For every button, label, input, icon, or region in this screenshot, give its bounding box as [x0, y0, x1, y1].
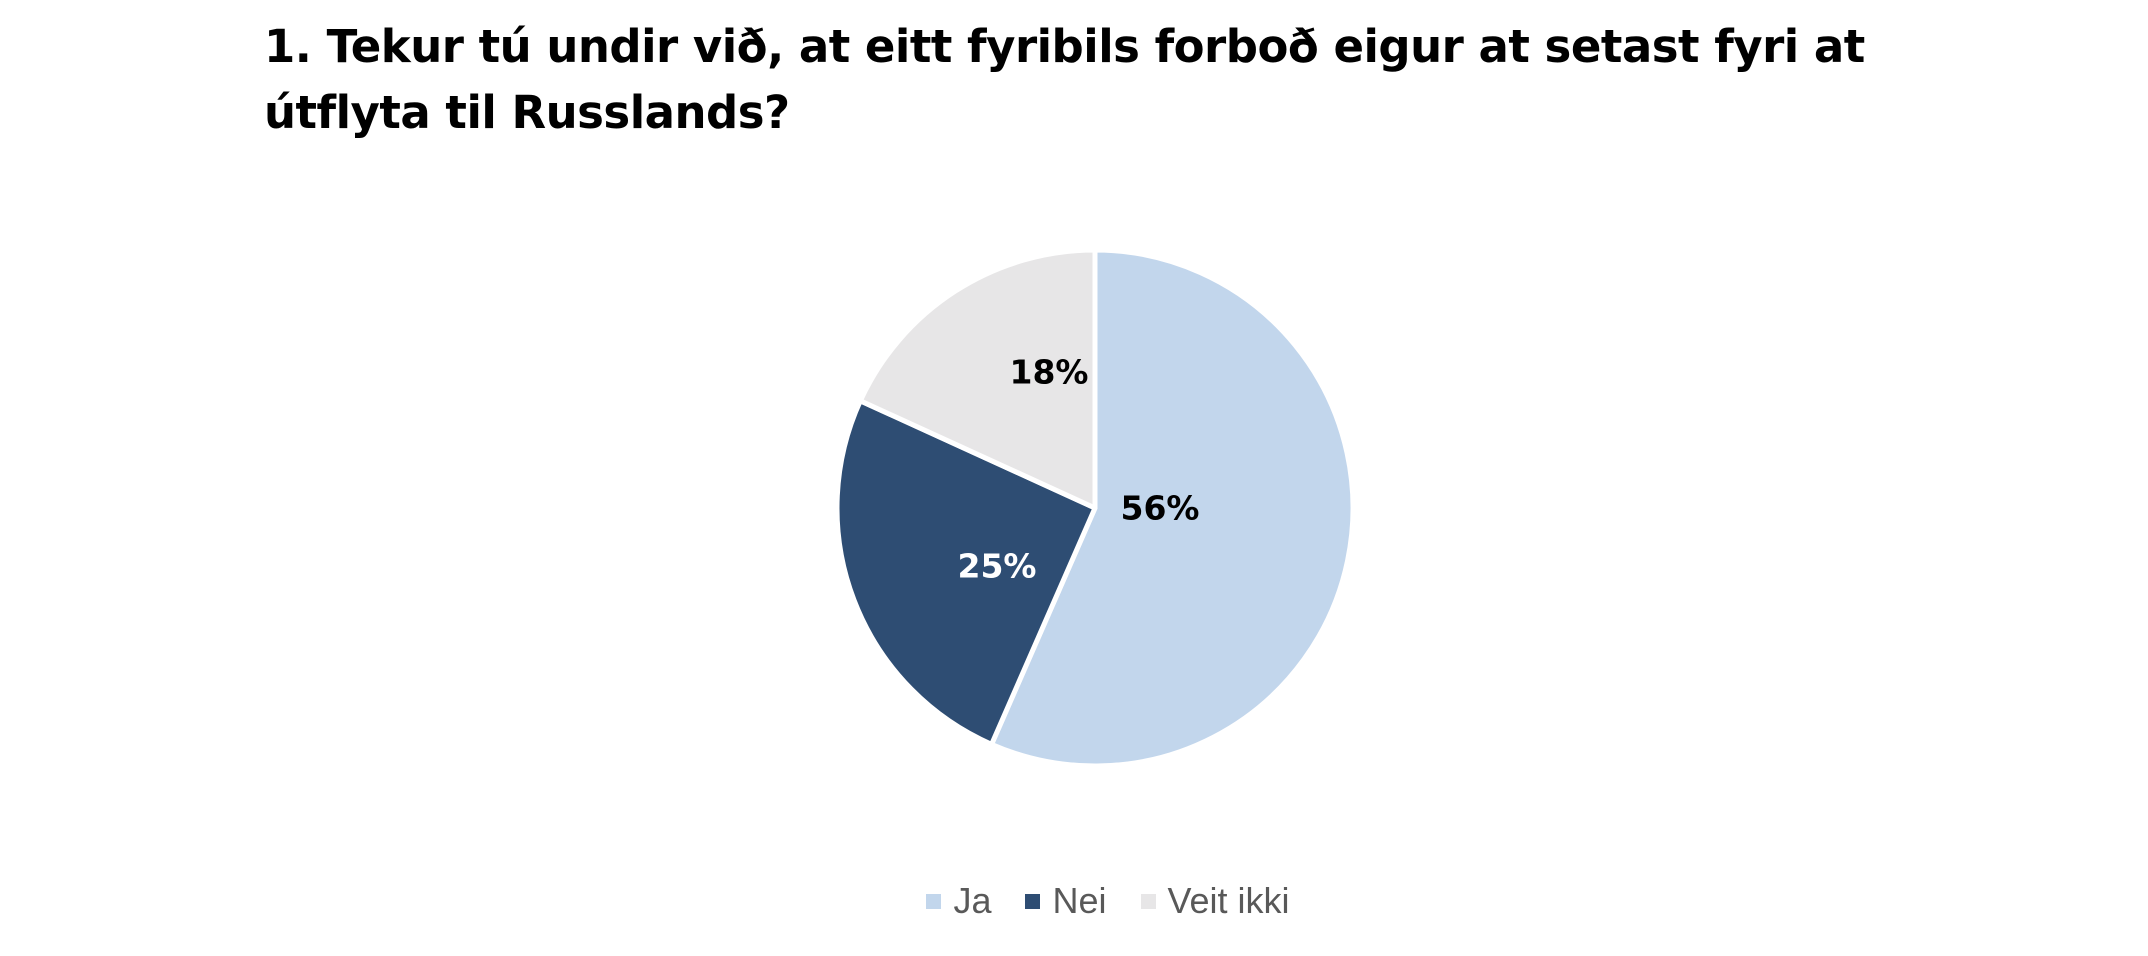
pie-slice-ja — [989, 247, 1356, 769]
pie-data-labels: 56% 25% 18% — [958, 353, 1200, 586]
legend-item-ja: Ja — [926, 880, 991, 922]
legend-item-veit-ikki: Veit ikki — [1140, 880, 1290, 922]
legend-swatch — [1025, 893, 1041, 909]
legend-swatch — [926, 893, 942, 909]
legend-label: Nei — [1052, 880, 1107, 921]
legend-item-nei: Nei — [1025, 880, 1107, 922]
data-label-nei: 25% — [958, 547, 1037, 586]
chart-title: 1. Tekur tú undir við, at eitt fyribils … — [264, 20, 1865, 139]
pie-slices — [834, 247, 1356, 769]
legend-swatch — [1140, 893, 1156, 909]
data-label-veit-ikki: 18% — [1010, 353, 1089, 392]
legend: Ja Nei Veit ikki — [0, 876, 2148, 926]
data-label-ja: 56% — [1121, 489, 1200, 528]
legend-label: Veit ikki — [1167, 880, 1290, 921]
pie-slice-nei — [834, 398, 1098, 747]
pie-slice-veit-ikki — [857, 247, 1098, 511]
legend-label: Ja — [953, 880, 992, 921]
